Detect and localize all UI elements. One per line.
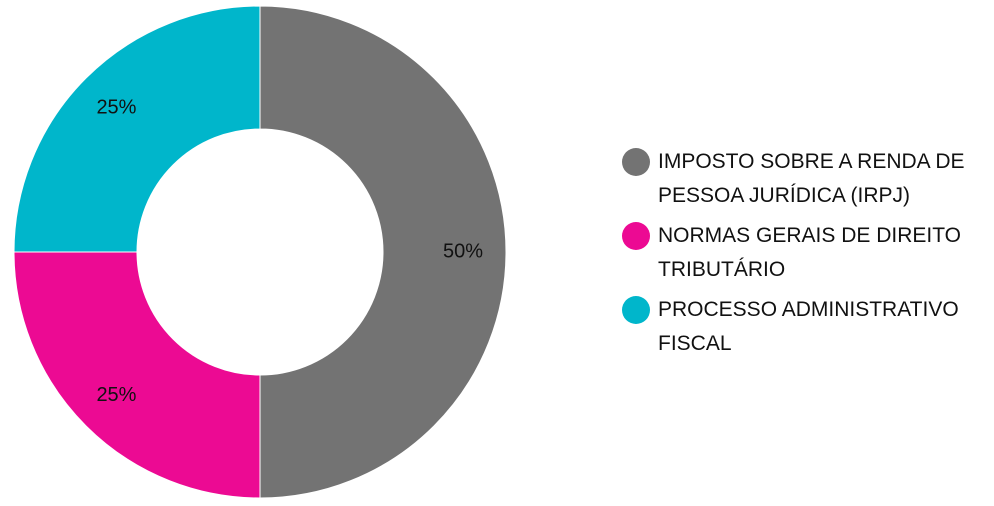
legend-item-2: PROCESSO ADMINISTRATIVO FISCAL xyxy=(622,293,990,361)
legend-swatch-2 xyxy=(622,296,650,324)
legend-item-1: NORMAS GERAIS DE DIREITO TRIBUTÁRIO xyxy=(622,219,990,287)
slice-label-2: 25% xyxy=(96,97,136,119)
donut-slice-1 xyxy=(13,251,261,499)
legend-swatch-1 xyxy=(622,222,650,250)
slice-label-0: 50% xyxy=(443,240,483,262)
chart-legend: IMPOSTO SOBRE A RENDA DE PESSOA JURÍDICA… xyxy=(622,145,990,367)
legend-label-2: PROCESSO ADMINISTRATIVO FISCAL xyxy=(658,298,959,355)
legend-label-1: NORMAS GERAIS DE DIREITO TRIBUTÁRIO xyxy=(658,224,961,281)
donut-chart: 50% 25% 25% xyxy=(13,5,507,499)
legend-swatch-0 xyxy=(622,148,650,176)
donut-slice-2 xyxy=(13,5,261,253)
donut-slice-0 xyxy=(259,5,507,499)
legend-label-0: IMPOSTO SOBRE A RENDA DE PESSOA JURÍDICA… xyxy=(658,150,965,207)
legend-item-0: IMPOSTO SOBRE A RENDA DE PESSOA JURÍDICA… xyxy=(622,145,990,213)
slice-label-1: 25% xyxy=(96,384,136,406)
